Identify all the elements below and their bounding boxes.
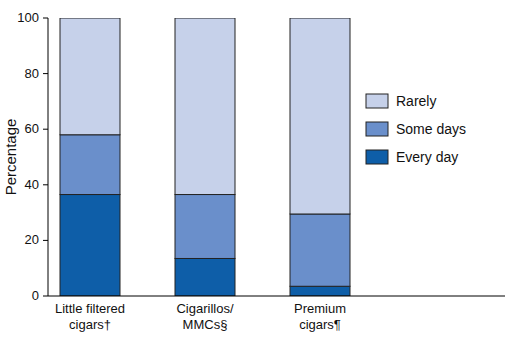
label-line: cigars¶ [299,317,341,332]
label-line: Premium [294,301,346,316]
label-line: Cigarillos/ [176,301,233,316]
x-tick-label: Cigarillos/MMCs§ [176,301,233,332]
legend-swatch [366,122,388,136]
bar-segment [175,18,235,195]
y-axis-label: Percentage [2,119,19,196]
bar-segment [290,286,350,296]
y-tick [43,129,48,130]
bar-segment [290,214,350,286]
y-tick-label: 20 [25,232,39,247]
bar-segment [60,18,120,135]
y-tick [43,240,48,241]
y-tick-label: 40 [25,177,39,192]
x-tick-label: Little filteredcigars† [55,301,125,332]
x-tick-label: Premiumcigars¶ [294,301,346,332]
y-tick-label: 100 [17,10,39,25]
bar-segment [175,195,235,259]
legend-label: Every day [396,149,458,165]
y-axis [48,18,49,296]
label-line: MMCs§ [183,317,228,332]
legend-swatch [366,94,388,108]
legend-label: Some days [396,121,466,137]
y-tick-label: 60 [25,121,39,136]
bar-segment [60,195,120,296]
y-tick-label: 0 [32,288,39,303]
y-tick [43,73,48,74]
legend-swatch [366,150,388,164]
label-line: Little filtered [55,301,125,316]
x-axis [48,296,505,297]
y-tick [43,18,48,19]
label-line: cigars† [69,317,111,332]
chart: 020406080100PercentageLittle filteredcig… [0,0,510,345]
legend-label: Rarely [396,93,436,109]
y-tick [43,296,48,297]
y-tick-label: 80 [25,66,39,81]
y-tick [43,184,48,185]
bars [60,18,350,296]
bar-segment [290,18,350,214]
bar-segment [175,258,235,296]
bar-segment [60,135,120,195]
